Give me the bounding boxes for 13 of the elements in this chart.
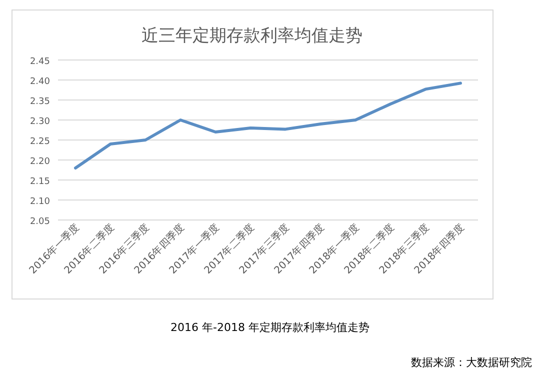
y-tick-label: 2.15 [30,177,50,187]
y-tick-label: 2.25 [30,137,50,147]
y-tick-label: 2.30 [30,117,50,127]
y-tick-label: 2.45 [30,57,50,67]
y-tick-label: 2.40 [30,77,50,87]
text: 2016 年-2018 年定期存款利率均值走势 [170,321,370,334]
chart-title: 近三年定期存款利率均值走势 [142,26,362,46]
source-note: 数据来源：大数据研究院 [411,356,532,369]
line-series [74,82,462,170]
y-tick-label: 2.20 [30,157,50,167]
y-tick-label: 2.10 [30,197,50,207]
y-tick-label: 2.35 [30,97,50,107]
y-tick-label: 2.05 [30,217,50,227]
